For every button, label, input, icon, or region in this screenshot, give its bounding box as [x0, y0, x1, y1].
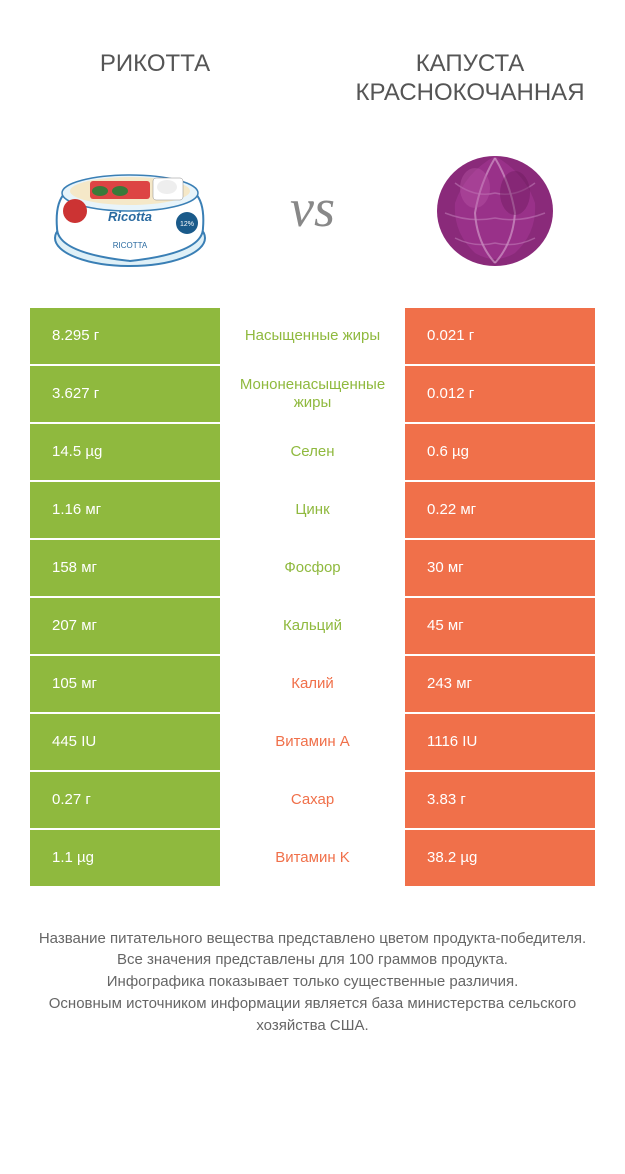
svg-text:RICOTTA: RICOTTA [113, 241, 148, 250]
value-right: 30 мг [405, 540, 595, 598]
product-right-image [405, 138, 585, 278]
value-left: 1.16 мг [30, 482, 220, 540]
value-right: 0.22 мг [405, 482, 595, 540]
value-left: 158 мг [30, 540, 220, 598]
footer-line: Название питательного вещества представл… [30, 928, 595, 950]
nutrient-label: Калий [220, 656, 405, 714]
value-left: 1.1 µg [30, 830, 220, 888]
footer-line: Все значения представлены для 100 граммо… [30, 949, 595, 971]
value-right: 1116 IU [405, 714, 595, 772]
nutrient-label: Фосфор [220, 540, 405, 598]
header-row: РИКОТТА КАПУСТА КРАСНОКОЧАННАЯ [0, 0, 625, 118]
table-row: 105 мгКалий243 мг [30, 656, 595, 714]
product-right-title: КАПУСТА КРАСНОКОЧАННАЯ [335, 50, 605, 108]
nutrient-label: Мононенасыщенные жиры [220, 366, 405, 424]
value-left: 445 IU [30, 714, 220, 772]
value-right: 243 мг [405, 656, 595, 714]
table-row: 0.27 гСахар3.83 г [30, 772, 595, 830]
product-left-title: РИКОТТА [20, 50, 290, 79]
value-right: 3.83 г [405, 772, 595, 830]
value-right: 45 мг [405, 598, 595, 656]
footer-line: Основным источником информации является … [30, 993, 595, 1037]
value-right: 0.021 г [405, 308, 595, 366]
product-left-image: Ricotta RICOTTA 12% [40, 138, 220, 278]
cabbage-icon [425, 143, 565, 273]
value-left: 8.295 г [30, 308, 220, 366]
table-row: 14.5 µgСелен0.6 µg [30, 424, 595, 482]
images-row: Ricotta RICOTTA 12% vs [0, 118, 625, 308]
value-right: 0.6 µg [405, 424, 595, 482]
ricotta-icon: Ricotta RICOTTA 12% [45, 143, 215, 273]
footer-notes: Название питательного вещества представл… [30, 928, 595, 1037]
nutrient-label: Сахар [220, 772, 405, 830]
value-left: 3.627 г [30, 366, 220, 424]
value-right: 0.012 г [405, 366, 595, 424]
nutrient-label: Витамин K [220, 830, 405, 888]
nutrient-label: Кальций [220, 598, 405, 656]
vs-label: vs [290, 177, 335, 239]
nutrient-label: Насыщенные жиры [220, 308, 405, 366]
table-row: 445 IUВитамин A1116 IU [30, 714, 595, 772]
nutrient-label: Цинк [220, 482, 405, 540]
infographic-container: РИКОТТА КАПУСТА КРАСНОКОЧАННАЯ Ricotta R… [0, 0, 625, 1036]
value-left: 105 мг [30, 656, 220, 714]
svg-text:Ricotta: Ricotta [108, 209, 152, 224]
table-row: 8.295 гНасыщенные жиры0.021 г [30, 308, 595, 366]
svg-text:12%: 12% [180, 221, 194, 228]
value-right: 38.2 µg [405, 830, 595, 888]
value-left: 0.27 г [30, 772, 220, 830]
table-row: 1.16 мгЦинк0.22 мг [30, 482, 595, 540]
nutrient-label: Селен [220, 424, 405, 482]
table-row: 1.1 µgВитамин K38.2 µg [30, 830, 595, 888]
value-left: 207 мг [30, 598, 220, 656]
value-left: 14.5 µg [30, 424, 220, 482]
comparison-table: 8.295 гНасыщенные жиры0.021 г3.627 гМоно… [30, 308, 595, 888]
nutrient-label: Витамин A [220, 714, 405, 772]
table-row: 207 мгКальций45 мг [30, 598, 595, 656]
footer-line: Инфографика показывает только существенн… [30, 971, 595, 993]
table-row: 158 мгФосфор30 мг [30, 540, 595, 598]
table-row: 3.627 гМононенасыщенные жиры0.012 г [30, 366, 595, 424]
